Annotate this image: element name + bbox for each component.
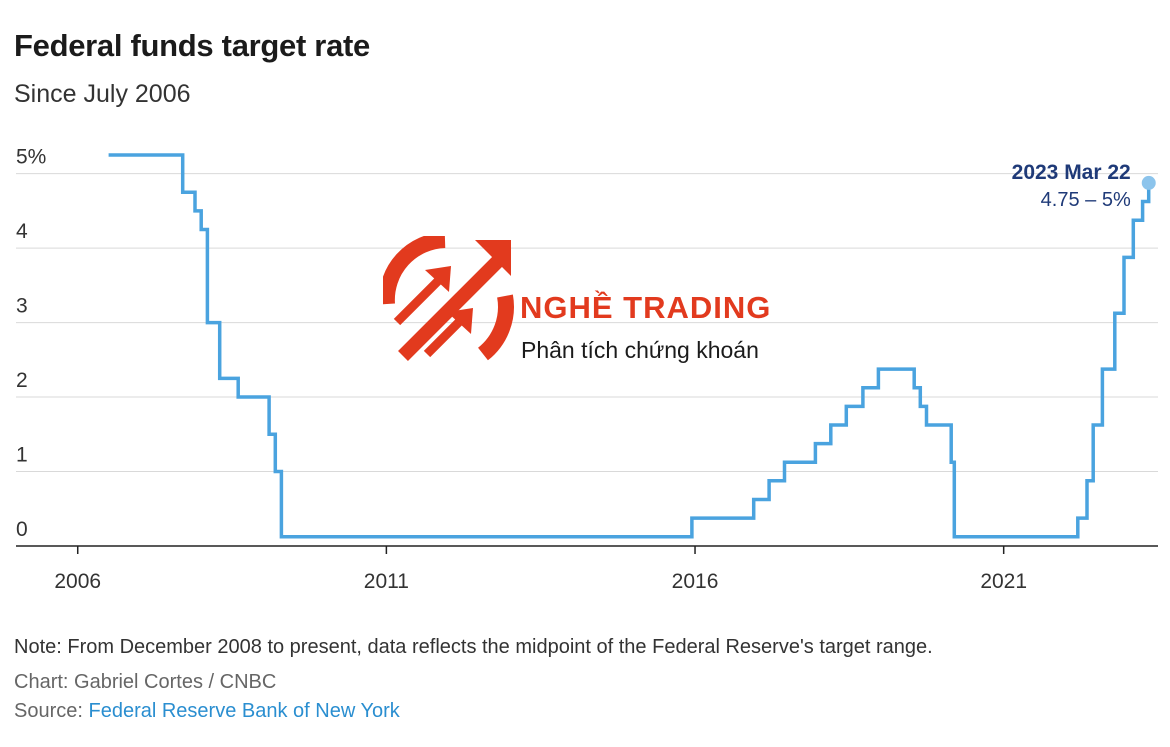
source-prefix: Source:	[14, 700, 89, 722]
chart-note: Note: From December 2008 to present, dat…	[14, 636, 933, 658]
chart-title: Federal funds target rate	[14, 28, 370, 63]
annotation: 2023 Mar 22 4.75 – 5%	[1012, 161, 1156, 211]
x-tick-label: 2006	[54, 570, 101, 593]
annotation-value: 4.75 – 5%	[1041, 189, 1131, 211]
y-tick-label: 0	[16, 518, 28, 541]
x-tick-label: 2021	[980, 570, 1027, 593]
series-layer	[108, 153, 1151, 539]
x-tick-label: 2011	[364, 570, 409, 593]
watermark-brand: NGHỀ TRADING	[520, 290, 772, 325]
series-line	[108, 153, 1151, 539]
y-tick-label: 4	[16, 220, 28, 243]
chart-credit: Chart: Gabriel Cortes / CNBC	[14, 671, 277, 693]
x-tick-label: 2016	[672, 570, 719, 593]
y-tick-label: 3	[16, 295, 28, 318]
x-axis: 2006 2011 2016 2021	[54, 546, 1027, 593]
y-tick-label: 5%	[16, 146, 46, 169]
chart-source: Source: Federal Reserve Bank of New York	[14, 700, 400, 723]
y-tick-label: 1	[16, 444, 28, 467]
circular-arrows-logo-icon	[383, 236, 514, 361]
y-axis: 0 1 2 3 4 5%	[16, 146, 46, 541]
source-link[interactable]: Federal Reserve Bank of New York	[88, 700, 400, 722]
chart-subtitle: Since July 2006	[14, 80, 191, 108]
end-point-marker	[1141, 175, 1156, 190]
y-tick-label: 2	[16, 369, 28, 392]
watermark-tagline: Phân tích chứng khoán	[521, 337, 759, 363]
annotation-date: 2023 Mar 22	[1012, 161, 1131, 184]
